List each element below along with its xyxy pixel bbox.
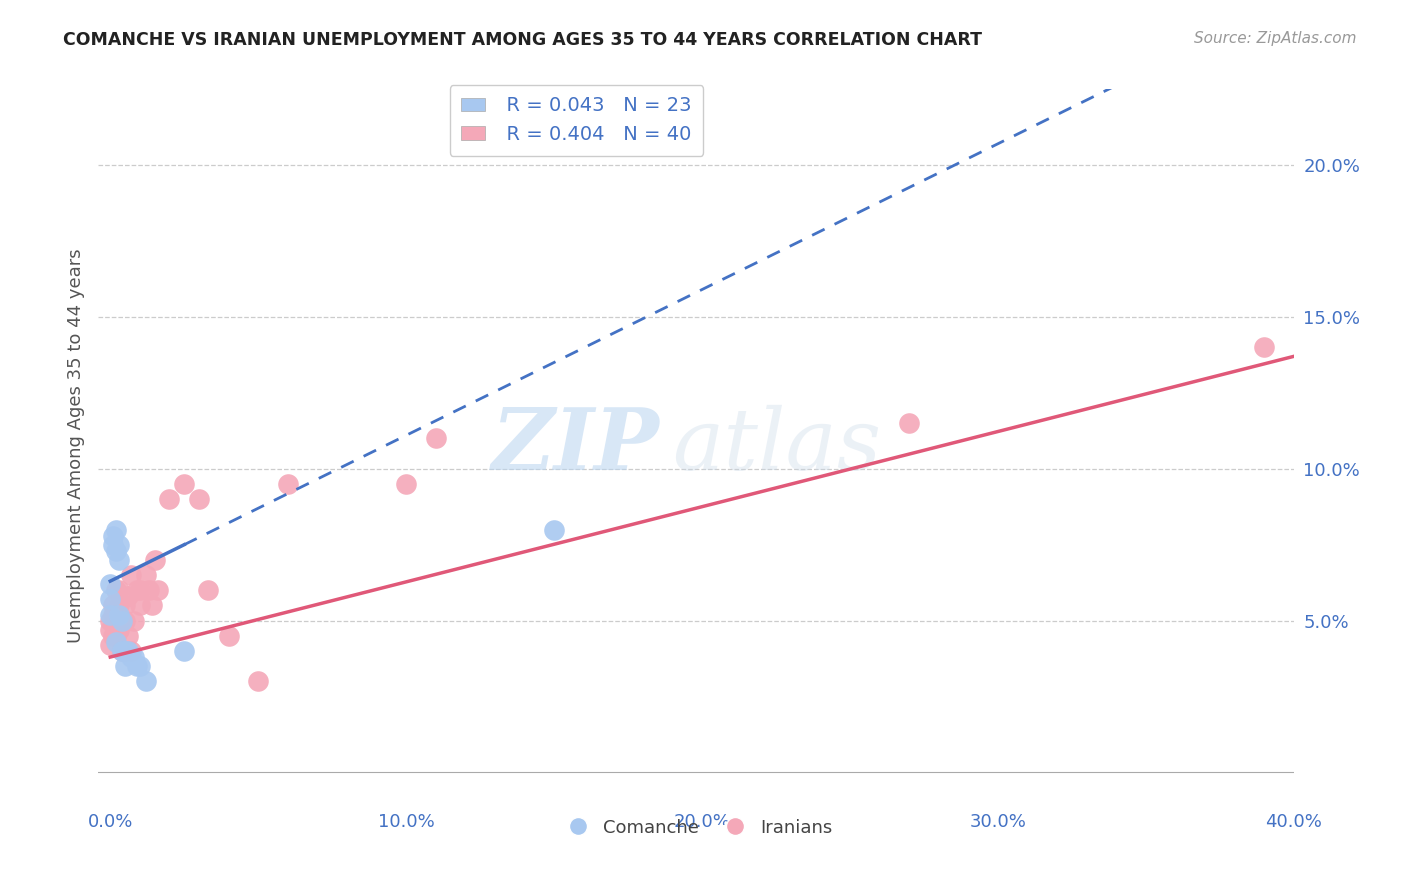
Point bbox=[105, 543, 128, 558]
Legend: Comanche, Iranians: Comanche, Iranians bbox=[553, 812, 839, 844]
Text: COMANCHE VS IRANIAN UNEMPLOYMENT AMONG AGES 35 TO 44 YEARS CORRELATION CHART: COMANCHE VS IRANIAN UNEMPLOYMENT AMONG A… bbox=[63, 31, 983, 49]
Point bbox=[128, 659, 150, 673]
Point bbox=[125, 583, 148, 598]
Point bbox=[111, 644, 134, 658]
Point bbox=[108, 553, 131, 567]
Point bbox=[120, 568, 142, 582]
Point bbox=[98, 592, 121, 607]
Point bbox=[108, 599, 131, 613]
Point bbox=[114, 614, 136, 628]
Point bbox=[425, 431, 447, 445]
Point bbox=[108, 607, 131, 622]
Point bbox=[173, 644, 195, 658]
Point bbox=[120, 644, 142, 658]
Point bbox=[117, 590, 139, 604]
Point bbox=[120, 650, 142, 665]
Point bbox=[98, 607, 121, 622]
Point bbox=[125, 659, 148, 673]
Point bbox=[103, 629, 125, 643]
Point bbox=[105, 523, 128, 537]
Point bbox=[114, 644, 136, 658]
Point bbox=[135, 674, 157, 689]
Point bbox=[128, 583, 150, 598]
Point bbox=[103, 599, 125, 613]
Point bbox=[173, 477, 195, 491]
Point bbox=[897, 416, 920, 430]
Point bbox=[128, 599, 150, 613]
Point bbox=[103, 538, 125, 552]
Point bbox=[111, 614, 134, 628]
Point bbox=[188, 492, 211, 507]
Point bbox=[117, 644, 139, 658]
Point bbox=[108, 538, 131, 552]
Text: atlas: atlas bbox=[672, 405, 882, 487]
Point bbox=[143, 553, 166, 567]
Y-axis label: Unemployment Among Ages 35 to 44 years: Unemployment Among Ages 35 to 44 years bbox=[66, 249, 84, 643]
Point bbox=[111, 614, 134, 628]
Point bbox=[114, 644, 136, 658]
Point bbox=[105, 629, 128, 643]
Point bbox=[98, 614, 121, 628]
Point bbox=[105, 583, 128, 598]
Point bbox=[103, 607, 125, 622]
Text: ZIP: ZIP bbox=[492, 404, 661, 488]
Point bbox=[138, 583, 160, 598]
Point bbox=[108, 583, 131, 598]
Text: Source: ZipAtlas.com: Source: ZipAtlas.com bbox=[1194, 31, 1357, 46]
Point bbox=[122, 614, 145, 628]
Point bbox=[111, 644, 134, 658]
Point bbox=[122, 650, 145, 665]
Point bbox=[277, 477, 299, 491]
Point bbox=[1253, 340, 1275, 354]
Point bbox=[141, 599, 163, 613]
Point bbox=[114, 659, 136, 673]
Point bbox=[98, 638, 121, 652]
Point bbox=[105, 635, 128, 649]
Point bbox=[197, 583, 219, 598]
Point bbox=[117, 629, 139, 643]
Point bbox=[108, 623, 131, 637]
Point bbox=[157, 492, 180, 507]
Point bbox=[395, 477, 418, 491]
Point bbox=[103, 528, 125, 542]
Point bbox=[247, 674, 270, 689]
Point bbox=[218, 629, 240, 643]
Point bbox=[146, 583, 169, 598]
Point bbox=[543, 523, 565, 537]
Point bbox=[114, 599, 136, 613]
Point bbox=[98, 577, 121, 591]
Point bbox=[135, 568, 157, 582]
Point bbox=[98, 623, 121, 637]
